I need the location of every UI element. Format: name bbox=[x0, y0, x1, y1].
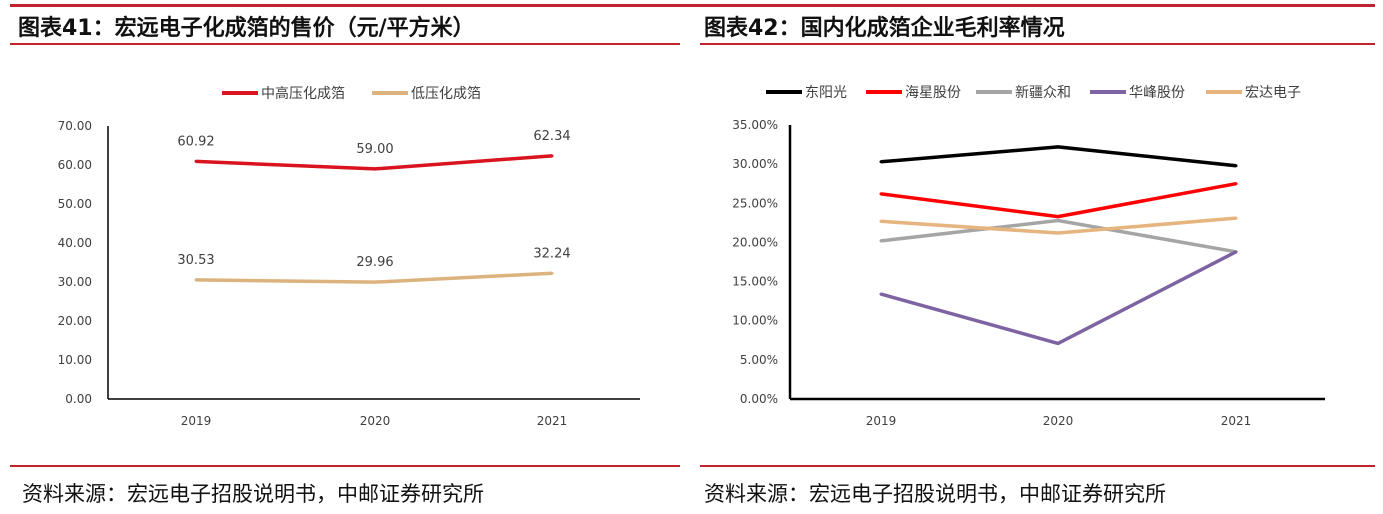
data-point bbox=[373, 167, 377, 171]
chart-41-source: 资料来源：宏远电子招股说明书，中邮证券研究所 bbox=[22, 482, 484, 506]
data-point bbox=[1234, 182, 1238, 186]
legend-label: 新疆众和 bbox=[1015, 85, 1071, 101]
data-label: 29.96 bbox=[356, 255, 393, 270]
legend-label: 低压化成箔 bbox=[411, 86, 481, 102]
header-rule-right bbox=[700, 43, 1375, 45]
y-tick-label: 10.00% bbox=[732, 314, 778, 328]
data-label: 60.92 bbox=[177, 134, 214, 149]
footer-rule-right bbox=[700, 465, 1375, 467]
data-point bbox=[550, 271, 554, 275]
chart-42-title: 图表42：国内化成箔企业毛利率情况 bbox=[704, 16, 1065, 41]
data-point bbox=[879, 292, 883, 296]
data-label: 59.00 bbox=[356, 142, 393, 157]
footer-rule-left bbox=[10, 465, 680, 467]
data-point bbox=[879, 160, 883, 164]
legend-label: 东阳光 bbox=[805, 85, 847, 101]
legend-label: 华峰股份 bbox=[1129, 85, 1185, 101]
y-tick-label: 30.00% bbox=[732, 157, 778, 171]
data-point bbox=[1056, 215, 1060, 219]
data-point bbox=[879, 192, 883, 196]
y-tick-label: 10.00 bbox=[58, 353, 92, 367]
y-tick-label: 0.00% bbox=[740, 392, 778, 406]
legend-label: 海星股份 bbox=[905, 85, 961, 101]
series-line-0 bbox=[880, 145, 1237, 168]
y-tick-label: 20.00 bbox=[58, 314, 92, 328]
y-tick-label: 5.00% bbox=[740, 353, 778, 367]
y-tick-label: 0.00 bbox=[65, 392, 92, 406]
data-point bbox=[1234, 250, 1238, 254]
header-rule-left bbox=[10, 43, 680, 45]
y-tick-label: 20.00% bbox=[732, 235, 778, 249]
data-point bbox=[1056, 145, 1060, 149]
x-tick-label: 2020 bbox=[1043, 414, 1074, 428]
series-line-1 bbox=[880, 181, 1237, 219]
y-tick-label: 15.00% bbox=[732, 275, 778, 289]
y-tick-label: 70.00 bbox=[58, 119, 92, 133]
y-tick-label: 25.00% bbox=[732, 196, 778, 210]
series-line-0 bbox=[195, 154, 553, 171]
y-tick-label: 50.00 bbox=[58, 197, 92, 211]
x-tick-label: 2021 bbox=[1221, 414, 1252, 428]
data-point bbox=[550, 154, 554, 158]
y-tick-label: 40.00 bbox=[58, 236, 92, 250]
data-point bbox=[1234, 164, 1238, 168]
chart-41-title: 图表41：宏远电子化成箔的售价（元/平方米） bbox=[18, 16, 475, 41]
series-line-1 bbox=[195, 271, 553, 284]
data-point bbox=[1056, 231, 1060, 235]
legend-label: 宏达电子 bbox=[1245, 85, 1301, 101]
data-point bbox=[879, 239, 883, 243]
x-tick-label: 2019 bbox=[181, 414, 212, 428]
data-point bbox=[194, 159, 198, 163]
data-label: 32.24 bbox=[533, 246, 570, 261]
y-tick-label: 30.00 bbox=[58, 275, 92, 289]
data-point bbox=[879, 219, 883, 223]
data-point bbox=[1056, 219, 1060, 223]
header-rule-top bbox=[10, 4, 1375, 7]
y-tick-label: 60.00 bbox=[58, 158, 92, 172]
y-tick-label: 35.00% bbox=[732, 118, 778, 132]
data-point bbox=[1056, 341, 1060, 345]
data-label: 30.53 bbox=[177, 253, 214, 268]
legend-label: 中高压化成箔 bbox=[261, 85, 345, 102]
chart-42-source: 资料来源：宏远电子招股说明书，中邮证券研究所 bbox=[704, 482, 1166, 506]
x-tick-label: 2020 bbox=[360, 414, 391, 428]
data-point bbox=[194, 278, 198, 282]
data-label: 62.34 bbox=[533, 129, 570, 144]
data-point bbox=[373, 280, 377, 284]
data-point bbox=[1234, 216, 1238, 220]
x-tick-label: 2021 bbox=[537, 414, 568, 428]
series-line-3 bbox=[880, 250, 1237, 346]
x-tick-label: 2019 bbox=[866, 414, 897, 428]
